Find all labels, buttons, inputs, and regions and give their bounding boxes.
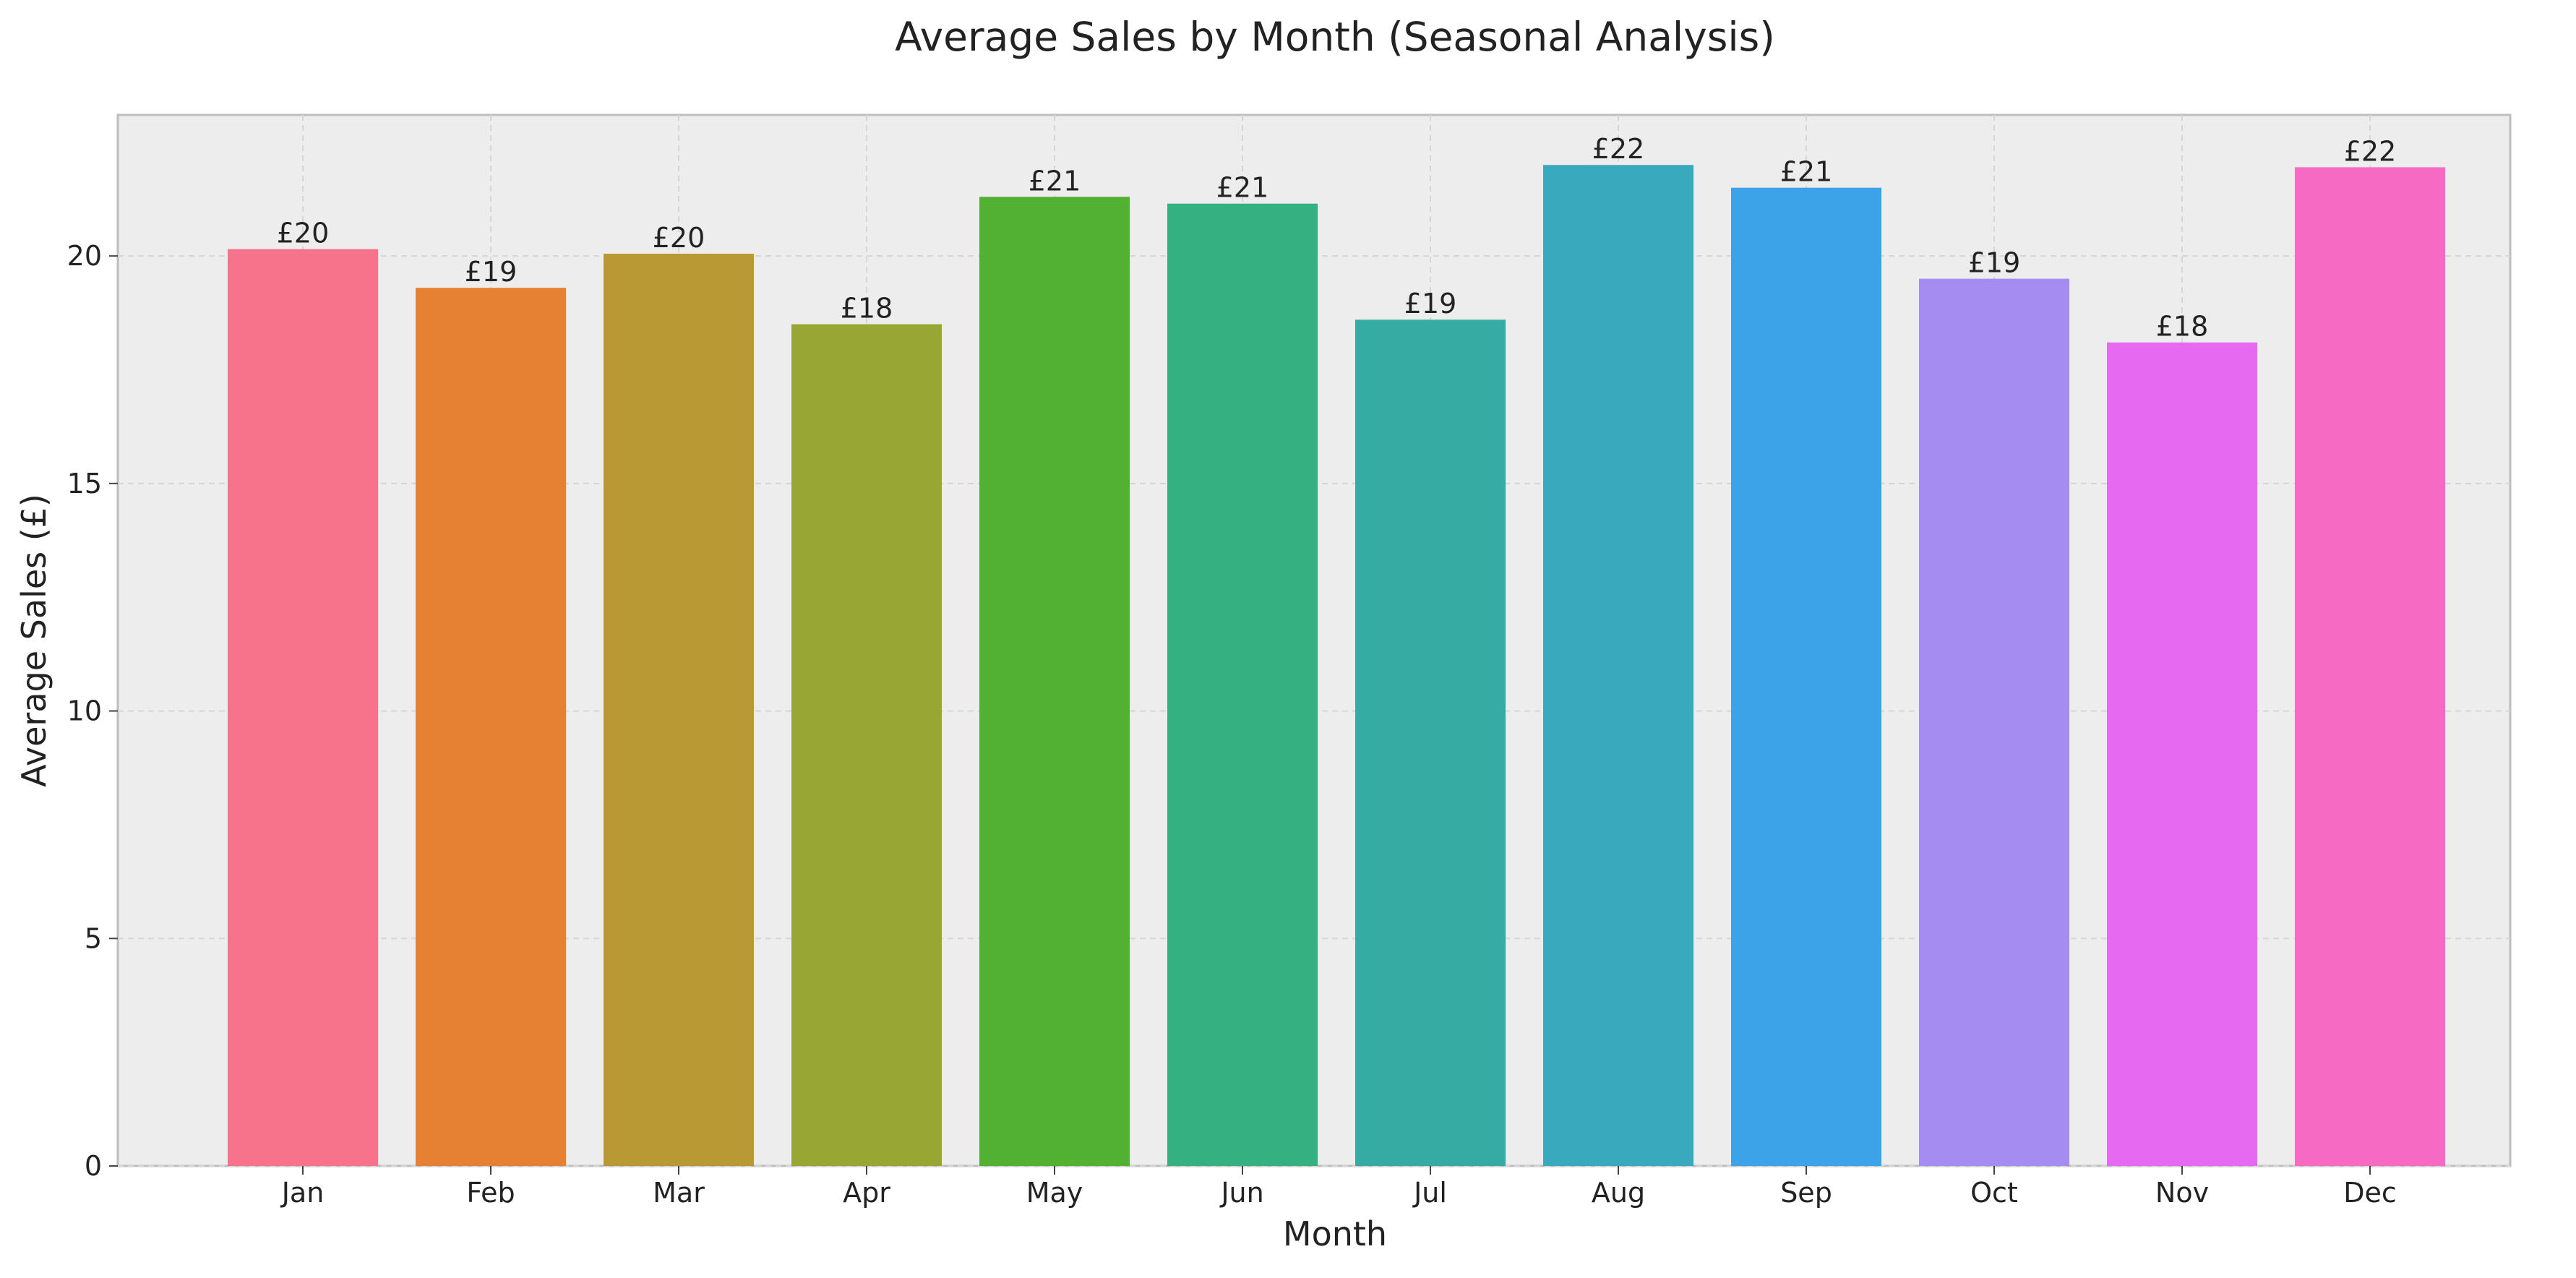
bar-value-label: £22 bbox=[1592, 133, 1645, 165]
x-tick-label: Feb bbox=[466, 1177, 515, 1209]
bar-value-label: £21 bbox=[1029, 165, 1081, 197]
bar-jan bbox=[228, 249, 378, 1167]
bar-sep bbox=[1731, 187, 1881, 1166]
axis-ticks: 0 5 10 15 20 Jan Feb Mar Apr May Jun Jul Aug Sep Oct No… bbox=[67, 240, 2397, 1209]
x-axis-label: Month bbox=[1283, 1214, 1387, 1253]
x-tick-label: Oct bbox=[1970, 1177, 2018, 1209]
bar-value-label: £21 bbox=[1780, 156, 1833, 188]
x-tick-label: May bbox=[1026, 1177, 1083, 1209]
x-tick-label: Dec bbox=[2343, 1177, 2397, 1209]
bar-value-label: £18 bbox=[2156, 311, 2209, 343]
y-tick-label: 15 bbox=[67, 468, 102, 499]
bar-may bbox=[979, 197, 1130, 1166]
x-tick-label: Jun bbox=[1219, 1177, 1263, 1209]
chart-title: Average Sales by Month (Seasonal Analysi… bbox=[895, 14, 1775, 60]
y-tick-label: 10 bbox=[67, 695, 102, 727]
bar-value-label: £21 bbox=[1216, 172, 1269, 204]
y-tick-label: 0 bbox=[85, 1150, 102, 1182]
x-tick-label: Jul bbox=[1412, 1177, 1447, 1209]
bar-value-label: £19 bbox=[1404, 288, 1457, 320]
bar-value-label: £20 bbox=[653, 222, 705, 254]
x-tick-label: Apr bbox=[843, 1177, 890, 1209]
bar-dec bbox=[2295, 167, 2445, 1167]
x-tick-label: Mar bbox=[653, 1177, 705, 1209]
x-tick-label: Jan bbox=[280, 1177, 325, 1209]
bar-nov bbox=[2107, 342, 2257, 1166]
bar-value-label: £22 bbox=[2344, 135, 2397, 167]
bar-value-label: £19 bbox=[465, 256, 518, 288]
bar-jul bbox=[1355, 320, 1506, 1166]
bar-apr bbox=[791, 324, 942, 1166]
bar-value-label: £20 bbox=[277, 218, 330, 249]
bar-mar bbox=[604, 253, 754, 1166]
bars: £20 £19 £20 £18 £21 £21 £19 £22 £21 £19 £18 £22 bbox=[228, 133, 2445, 1167]
y-tick-label: 5 bbox=[85, 922, 102, 954]
bar-value-label: £18 bbox=[841, 293, 893, 325]
y-tick-label: 20 bbox=[67, 240, 102, 272]
bar-jun bbox=[1167, 203, 1318, 1167]
bar-feb bbox=[416, 288, 566, 1166]
bar-oct bbox=[1919, 278, 2069, 1166]
bar-aug bbox=[1543, 165, 1693, 1167]
x-tick-label: Nov bbox=[2155, 1177, 2209, 1209]
x-tick-label: Sep bbox=[1780, 1177, 1832, 1209]
y-axis-label: Average Sales (£) bbox=[14, 494, 53, 787]
x-tick-label: Aug bbox=[1592, 1177, 1645, 1209]
bar-value-label: £19 bbox=[1968, 247, 2021, 279]
